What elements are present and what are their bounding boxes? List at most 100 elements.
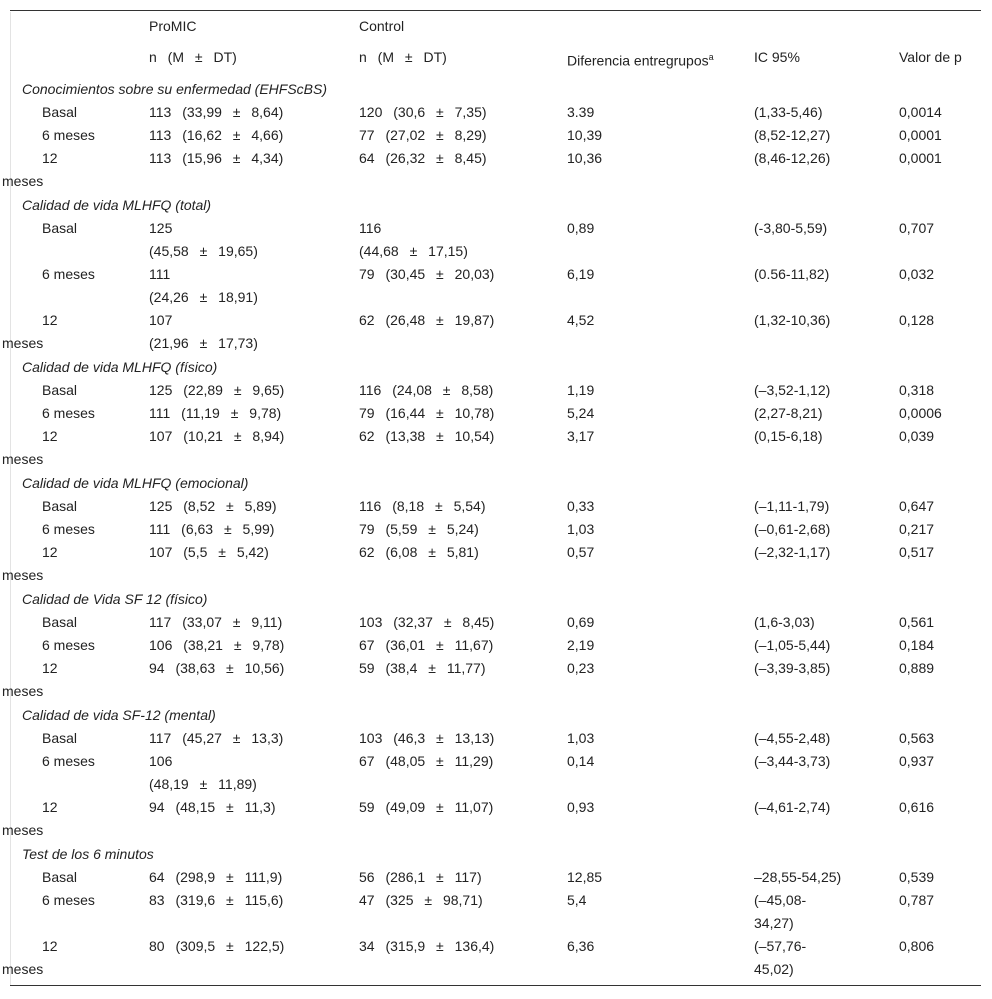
promic-text: 94 (48,15 ± 11,3) <box>149 798 276 815</box>
cell-promic: 125 (8,52 ± 5,89) <box>149 495 359 518</box>
p-text: 0,0006 <box>899 404 942 421</box>
diff-text: 5,4 <box>567 891 587 908</box>
section-header-row: Test de los 6 minutos <box>10 842 981 866</box>
table-row: 6 meses 83 (319,6 ± 115,6) 47 (325 ± 98,71… <box>10 889 981 935</box>
control-text: 103 (32,37 ± 8,45) <box>359 613 495 630</box>
cell-ci: (0,15-6,18) <box>754 425 899 471</box>
control-text: 59 (38,4 ± 11,77) <box>359 659 486 676</box>
cell-diff: 0,93 <box>567 796 754 842</box>
label-text: 12 meses <box>2 659 58 699</box>
cell-promic: 113 (33,99 ± 8,64) <box>149 101 359 124</box>
ci-text: (1,32-10,36) <box>754 311 831 328</box>
cell-promic: 113 (16,62 ± 4,66) <box>149 124 359 147</box>
control-text: 116 (8,18 ± 5,54) <box>359 497 486 514</box>
header-row-columns: n (M ± DT) n (M ± DT) Diferencia entregr… <box>10 42 981 77</box>
cell-promic: 107 (21,96 ± 17,73) <box>149 309 359 355</box>
cell-control: 79 (30,45 ± 20,03) <box>359 263 567 309</box>
control-text: 116 (44,68 ± 17,15) <box>359 219 468 259</box>
control-text: 79 (16,44 ± 10,78) <box>359 404 495 421</box>
cell-diff: 1,03 <box>567 727 754 750</box>
p-text: 0,561 <box>899 613 935 630</box>
p-text: 0,128 <box>899 311 935 328</box>
cell-label: 6 meses <box>10 750 149 796</box>
table-row: 6 meses 113 (16,62 ± 4,66) 77 (27,02 ± 8,2… <box>10 124 981 147</box>
promic-text: 113 (33,99 ± 8,64) <box>149 103 284 120</box>
table-row: 6 meses 106 (48,19 ± 11,89) 67 (48,05 ± 11,… <box>10 750 981 796</box>
diff-text: 0,14 <box>567 752 595 769</box>
label-text: Basal <box>42 729 78 746</box>
promic-text: 107 (5,5 ± 5,42) <box>149 543 269 560</box>
cell-label: 12 meses <box>2 309 149 355</box>
control-text: 34 (315,9 ± 136,4) <box>359 937 495 954</box>
cell-control: 116 (24,08 ± 8,58) <box>359 379 567 402</box>
cell-p: 0,707 <box>899 217 981 263</box>
promic-text: 64 (298,9 ± 111,9) <box>149 868 283 885</box>
control-text: 62 (6,08 ± 5,81) <box>359 543 479 560</box>
cell-control: 62 (26,48 ± 19,87) <box>359 309 567 355</box>
table-row: 12 meses 107 (21,96 ± 17,73) 62 (26,48 ± 19,… <box>2 309 981 355</box>
diff-text: 0,93 <box>567 798 595 815</box>
control-text: 67 (48,05 ± 11,29) <box>359 752 494 769</box>
diff-text: 0,69 <box>567 613 595 630</box>
cell-label: Basal <box>10 217 149 263</box>
diff-text: 2,19 <box>567 636 595 653</box>
cell-p: 0,539 <box>899 866 981 889</box>
promic-text: 125 (45,58 ± 19,65) <box>149 219 258 259</box>
results-table-container: ProMIC Control n (M ± DT) n (M ± DT) Dif… <box>2 10 981 986</box>
table-row: 6 meses 111 (11,19 ± 9,78) 79 (16,44 ± 10,… <box>10 402 981 425</box>
p-text: 0,0014 <box>899 103 942 120</box>
cell-p: 0,0006 <box>899 402 981 425</box>
label-text: 12 meses <box>2 311 58 351</box>
table-left-border <box>10 12 11 986</box>
control-text: 64 (26,32 ± 8,45) <box>359 149 487 166</box>
promic-text: 94 (38,63 ± 10,56) <box>149 659 285 676</box>
header-control-sub: n (M ± DT) <box>359 49 447 65</box>
cell-label: Basal <box>10 866 149 889</box>
table-row: 6 meses 106 (38,21 ± 9,78) 67 (36,01 ± 11,… <box>10 634 981 657</box>
diff-text: 1,03 <box>567 729 595 746</box>
cell-promic: 106 (38,21 ± 9,78) <box>149 634 359 657</box>
cell-ci: (–1,11-1,79) <box>754 495 899 518</box>
section-title: Calidad de vida MLHFQ (físico) <box>22 358 218 375</box>
label-text: Basal <box>42 219 78 236</box>
cell-diff: 0,23 <box>567 657 754 703</box>
control-text: 62 (13,38 ± 10,54) <box>359 427 495 444</box>
cell-ci: (–3,44-3,73) <box>754 750 899 796</box>
cell-label: Basal <box>10 495 149 518</box>
cell-label: 12 meses <box>2 796 149 842</box>
ci-text: (–3,39-3,85) <box>754 659 831 676</box>
promic-text: 106 (38,21 ± 9,78) <box>149 636 285 653</box>
diff-text: 5,24 <box>567 404 595 421</box>
ci-text: (–1,05-5,44) <box>754 636 831 653</box>
header-row-groups: ProMIC Control <box>10 11 981 42</box>
cell-ci: (-3,80-5,59) <box>754 217 899 263</box>
ci-text: (0.56-11,82) <box>754 265 830 282</box>
table-row: 12 meses 107 (10,21 ± 8,94) 62 (13,38 ± 10,… <box>2 425 981 471</box>
promic-text: 125 (22,89 ± 9,65) <box>149 381 285 398</box>
cell-ci: (–4,55-2,48) <box>754 727 899 750</box>
label-text: 6 meses <box>42 404 95 421</box>
ci-text: (–4,61-2,74) <box>754 798 831 815</box>
cell-p: 0,563 <box>899 727 981 750</box>
cell-diff: 5,24 <box>567 402 754 425</box>
p-text: 0,184 <box>899 636 935 653</box>
p-text: 0,937 <box>899 752 935 769</box>
control-text: 47 (325 ± 98,71) <box>359 891 483 908</box>
table-row: 12 meses 107 (5,5 ± 5,42) 62 (6,08 ± 5,81) 0… <box>2 541 981 587</box>
control-text: 59 (49,09 ± 11,07) <box>359 798 494 815</box>
cell-control: 103 (46,3 ± 13,13) <box>359 727 567 750</box>
cell-control: 59 (49,09 ± 11,07) <box>359 796 567 842</box>
control-text: 62 (26,48 ± 19,87) <box>359 311 495 328</box>
section-title: Calidad de vida MLHFQ (total) <box>22 196 212 213</box>
cell-promic: 111 (24,26 ± 18,91) <box>149 263 359 309</box>
header-p: Valor de p <box>899 49 962 65</box>
cell-diff: 2,19 <box>567 634 754 657</box>
cell-promic: 111 (6,63 ± 5,99) <box>149 518 359 541</box>
control-text: 67 (36,01 ± 11,67) <box>359 636 494 653</box>
cell-control: 56 (286,1 ± 117) <box>359 866 567 889</box>
cell-diff: 0,69 <box>567 611 754 634</box>
cell-promic: 94 (38,63 ± 10,56) <box>149 657 359 703</box>
diff-text: 0,23 <box>567 659 595 676</box>
cell-control: 67 (48,05 ± 11,29) <box>359 750 567 796</box>
cell-p: 0,039 <box>899 425 981 471</box>
